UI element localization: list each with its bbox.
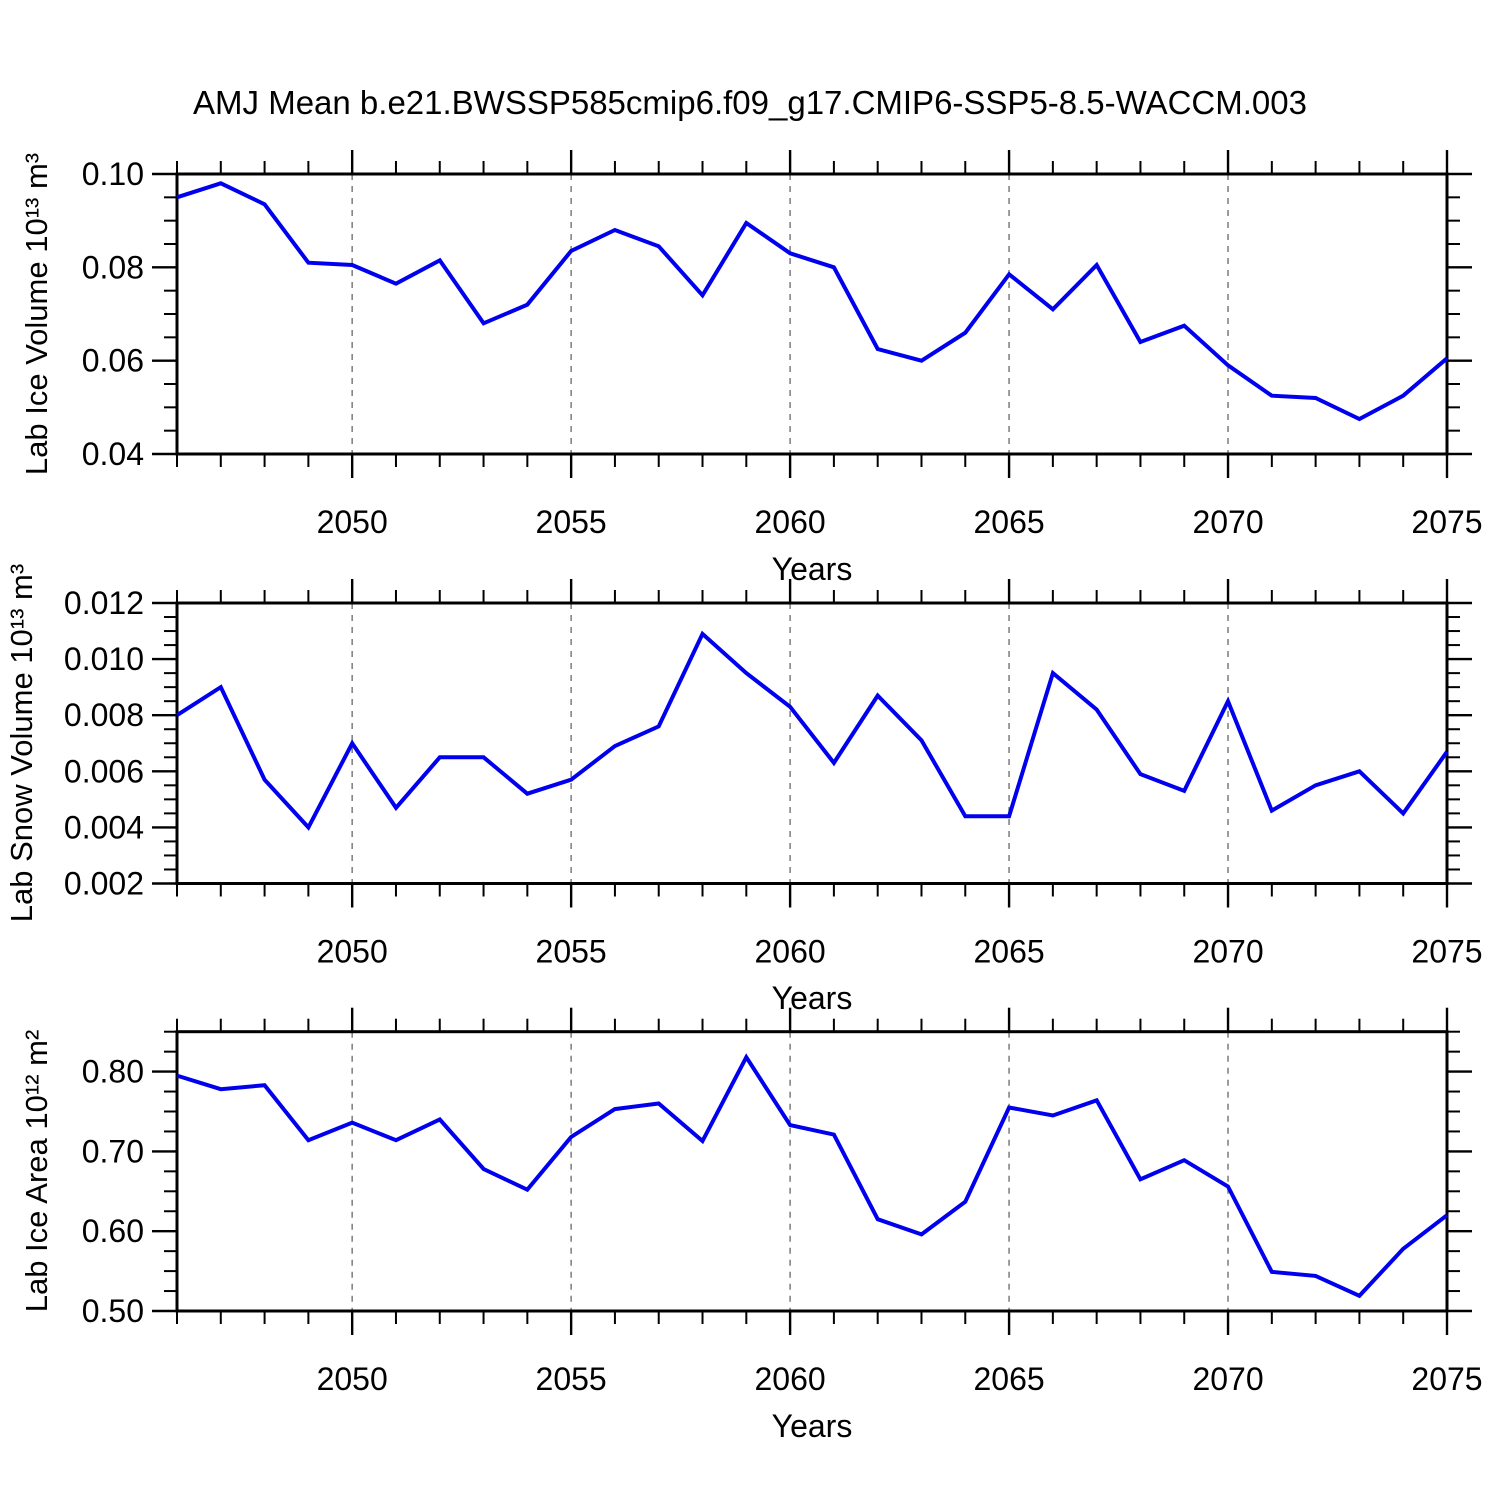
panel-2-xtick-label: 2060 — [755, 934, 826, 970]
panel-3-ytick-label: 0.60 — [82, 1213, 144, 1249]
panel-1-data-line — [176, 181, 1449, 422]
panel-3-xtick-label: 2060 — [755, 1361, 826, 1397]
panel-1: 2050 2055 2060 2065 2070 2075 0.04 0.06 0.08 0.10 — [82, 150, 1483, 540]
panel-3-xtick-label: 2070 — [1192, 1361, 1263, 1397]
xlabel-years-panel2: Years — [771, 980, 853, 1016]
panel-3-xtick-label: 2065 — [973, 1361, 1044, 1397]
panel-1-ytick-label: 0.10 — [82, 156, 144, 192]
panel-1-xtick-label: 2060 — [755, 504, 826, 540]
xlabel-years-panel3: Years — [771, 1408, 853, 1444]
panel-2-ytick-label: 0.010 — [64, 641, 144, 677]
panel-3-xtick-label: 2075 — [1411, 1361, 1482, 1397]
ylabel-snow-volume: Lab Snow Volume 10¹³ m³ — [4, 563, 39, 923]
panel-1-xtick-label: 2055 — [536, 504, 607, 540]
panel-3-xtick-label: 2050 — [317, 1361, 388, 1397]
panel-3-xtick-label: 2055 — [536, 1361, 607, 1397]
panel-3-frame — [175, 1030, 1449, 1313]
panel-2-ytick-label: 0.006 — [64, 753, 144, 789]
panel-2-xtick-label: 2070 — [1192, 934, 1263, 970]
panel-2-xtick-label: 2055 — [536, 934, 607, 970]
ylabel-ice-area: Lab Ice Area 10¹² m² — [19, 1029, 54, 1313]
panel-2-xtick-label: 2065 — [973, 934, 1044, 970]
panel-2-xtick-label: 2050 — [317, 934, 388, 970]
xlabel-years-panel1: Years — [771, 551, 853, 587]
panel-1-frame — [175, 172, 1449, 456]
panel-3-ytick-label: 0.80 — [82, 1054, 144, 1090]
panel-1-xtick-label: 2050 — [317, 504, 388, 540]
panel-3-ytick-label: 0.50 — [82, 1293, 144, 1329]
panel-1-ytick-label: 0.08 — [82, 249, 144, 285]
panel-2-xtick-label: 2075 — [1411, 934, 1482, 970]
panel-2-ytick-label: 0.002 — [64, 866, 144, 902]
panel-1-ytick-label: 0.04 — [82, 436, 144, 472]
panel-2: 2050 2055 2060 2065 2070 2075 0.002 0.004 0.006 0… — [64, 579, 1483, 970]
panel-1-xtick-label: 2070 — [1192, 504, 1263, 540]
panel-3-data-line — [176, 1053, 1449, 1299]
chart-title: AMJ Mean b.e21.BWSSP585cmip6.f09_g17.CMI… — [193, 84, 1307, 121]
panel-2-ytick-label: 0.004 — [64, 809, 144, 845]
ylabel-ice-volume: Lab Ice Volume 10¹³ m³ — [19, 152, 54, 476]
panel-1-xtick-label: 2065 — [973, 504, 1044, 540]
panel-2-data-line — [175, 630, 1449, 831]
panel-1-xtick-label: 2075 — [1411, 504, 1482, 540]
panel-1-ytick-label: 0.06 — [82, 343, 144, 379]
panel-2-ytick-label: 0.012 — [64, 585, 144, 621]
panel-3-ytick-label: 0.70 — [82, 1133, 144, 1169]
panel-2-frame — [175, 601, 1449, 885]
panel-2-ytick-label: 0.008 — [64, 697, 144, 733]
panel-3: 2050 2055 2060 2065 2070 2075 0.50 0.60 0.70 0.80 — [82, 1007, 1483, 1397]
